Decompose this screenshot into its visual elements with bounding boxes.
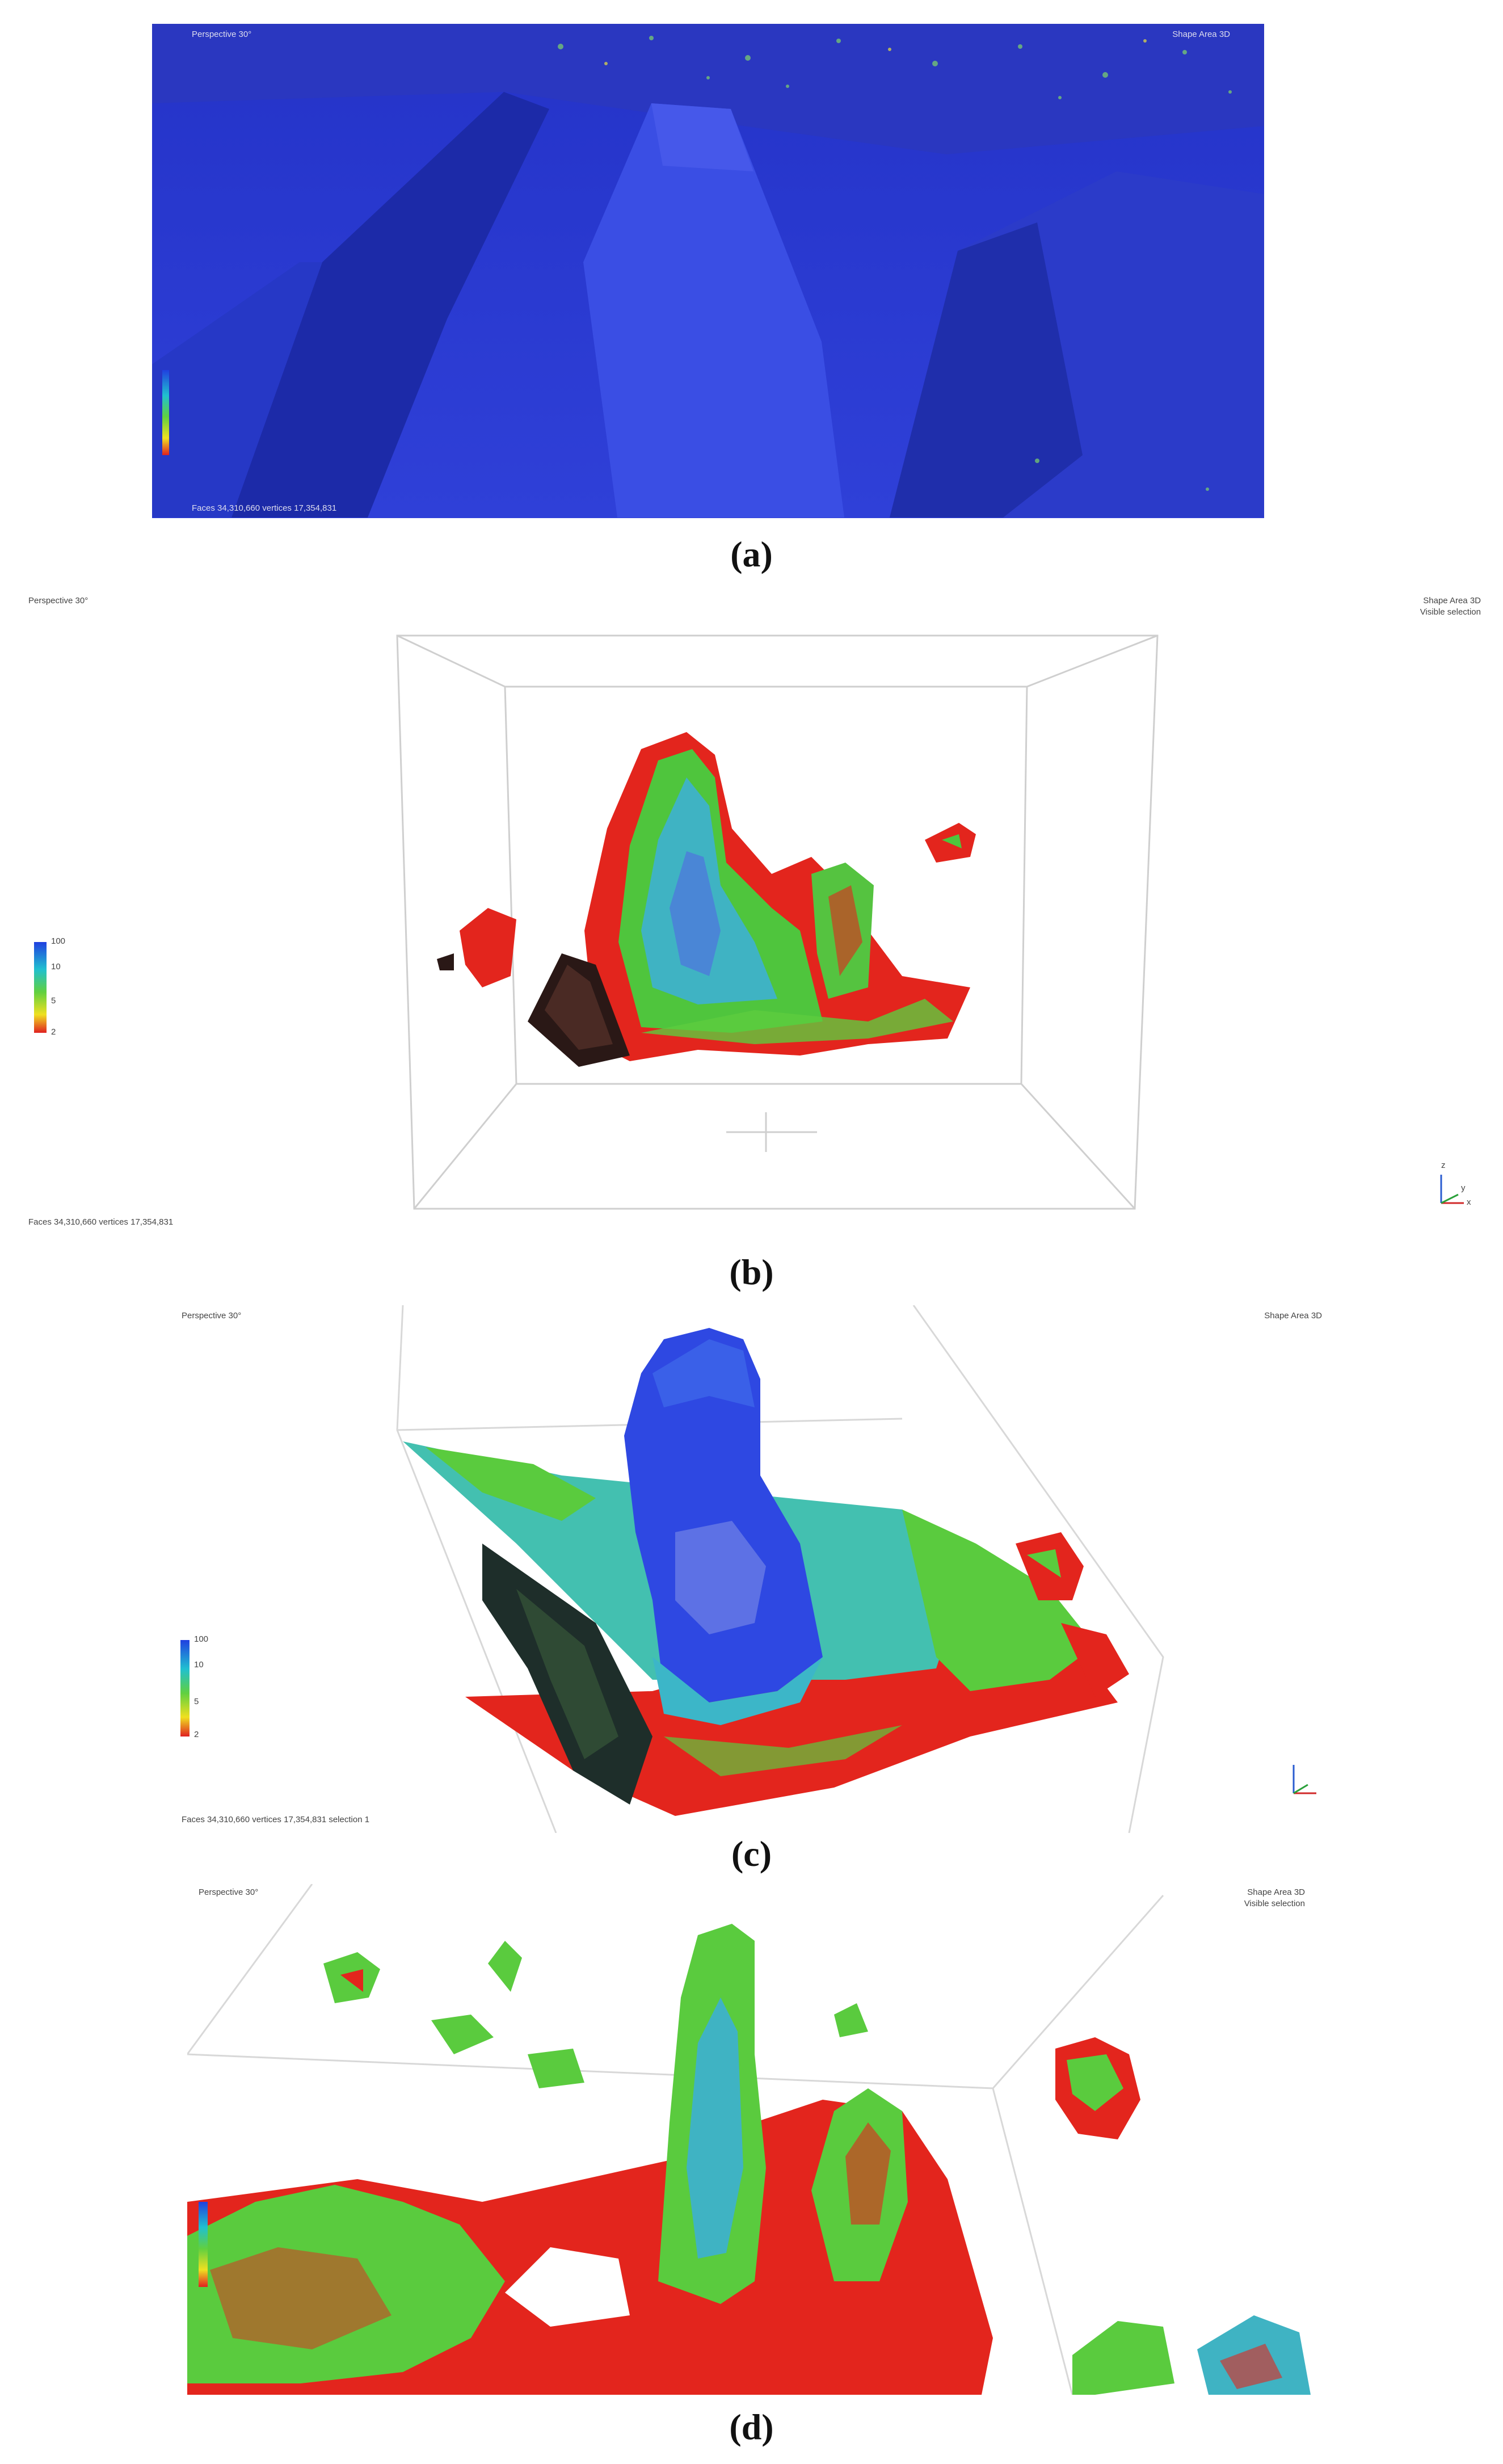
panel-b-shape-label: Shape Area 3D — [1423, 596, 1481, 606]
panel-b-legend-label-3: 2 — [51, 1027, 56, 1037]
panel-d-shape-label: Shape Area 3D — [1247, 1887, 1305, 1897]
panel-a-view-label: Perspective 30° — [192, 30, 252, 39]
panel-c-axis-gizmo — [1293, 1765, 1316, 1794]
panel-d-heatmap-render: Perspective 30° Shape Area 3D Visible se… — [187, 1884, 1322, 2395]
panel-b-legend-label-1: 10 — [51, 962, 61, 972]
panel-a-mesh-image — [152, 24, 1264, 518]
panel-d-scale-legend — [199, 2202, 208, 2287]
panel-c-mesh-image — [165, 1305, 1345, 1833]
panel-b-axis-x: x — [1467, 1197, 1471, 1207]
panel-c-heatmap-render: Perspective 30° Shape Area 3D Faces 34,3… — [165, 1305, 1345, 1833]
panel-b-face-count: Faces 34,310,660 vertices 17,354,831 — [28, 1217, 174, 1227]
caption-d: (d) — [729, 2407, 774, 2447]
panel-a-shape-label: Shape Area 3D — [1172, 30, 1230, 39]
panel-d-view-label: Perspective 30° — [199, 1887, 259, 1897]
caption-b: (b) — [729, 1252, 774, 1292]
panel-b-axis-y: y — [1461, 1183, 1466, 1193]
panel-d-mesh-image — [187, 1884, 1322, 2395]
panel-a-face-count: Faces 34,310,660 vertices 17,354,831 — [192, 503, 337, 513]
panel-c-scale-legend — [180, 1640, 190, 1736]
panel-b-legend-label-2: 5 — [51, 996, 56, 1006]
panel-a-scale-legend — [162, 370, 169, 455]
panel-c-face-count: Faces 34,310,660 vertices 17,354,831 sel… — [182, 1815, 370, 1824]
panel-c-legend-label-1: 10 — [194, 1660, 204, 1670]
panel-b-axis-gizmo — [1440, 1175, 1464, 1204]
panel-b-legend-label-0: 100 — [51, 936, 66, 946]
panel-c-legend-label-3: 2 — [194, 1730, 199, 1739]
panel-c-legend-label-2: 5 — [194, 1697, 199, 1706]
panel-b-scale-legend — [34, 942, 47, 1033]
panel-b-heatmap-render: Perspective 30° Shape Area 3D Visible se… — [17, 590, 1492, 1248]
panel-b-axis-z: z — [1441, 1160, 1446, 1170]
caption-a: (a) — [730, 534, 773, 574]
panel-c-view-label: Perspective 30° — [182, 1311, 242, 1321]
panel-a-heatmap-render: Perspective 30° Shape Area 3D Faces 34,3… — [152, 24, 1264, 518]
panel-b-mesh-image — [17, 590, 1492, 1248]
panel-c-shape-label: Shape Area 3D — [1264, 1311, 1322, 1321]
panel-d-selection-label: Visible selection — [1244, 1899, 1305, 1908]
panel-b-selection-label: Visible selection — [1420, 607, 1481, 617]
panel-c-legend-label-0: 100 — [194, 1634, 209, 1644]
caption-c: (c) — [731, 1834, 772, 1874]
panel-b-view-label: Perspective 30° — [28, 596, 89, 606]
